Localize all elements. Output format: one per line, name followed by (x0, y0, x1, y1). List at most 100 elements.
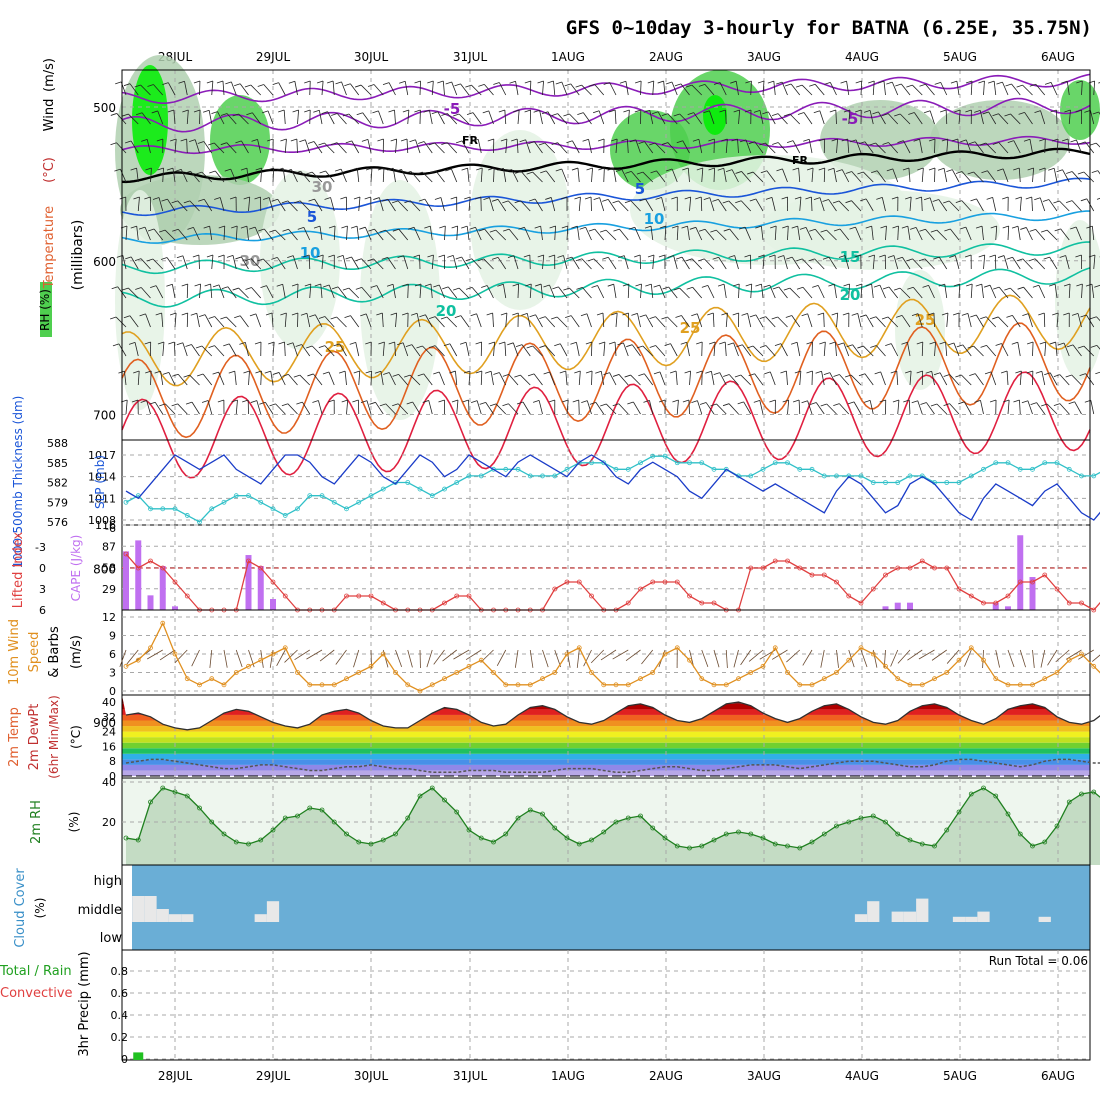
wind-barb-flag (767, 80, 774, 84)
wind-barb-flag (673, 287, 680, 291)
wind-speed-line-point (380, 651, 386, 657)
wind-barb-flag (757, 80, 765, 84)
wind-barb (673, 255, 678, 270)
thickness-line-point (221, 499, 227, 505)
wind-barb (819, 110, 825, 125)
wind-barb (208, 110, 213, 125)
wind-barb (504, 342, 507, 357)
wind-barb-flag (502, 374, 509, 377)
temp-tick-label: 32 (102, 711, 116, 724)
wind-speed-line-point (270, 651, 276, 657)
wind-barb-flag (865, 225, 872, 229)
wind-barb-flag (828, 283, 835, 287)
wind-barb (869, 110, 874, 125)
wind-barb (361, 287, 372, 299)
surface-wind-barb (1019, 649, 1026, 668)
wind-barb (328, 371, 335, 386)
thickness-tick-label: 576 (47, 516, 68, 529)
wind-barb (263, 84, 274, 96)
wind-barb-flag (585, 341, 593, 345)
wind-barb (1019, 371, 1022, 386)
thickness-line-point (785, 460, 790, 466)
wind-barb-flag (634, 109, 641, 113)
wind-barb (988, 111, 997, 125)
wind-barb (743, 401, 752, 415)
wind-barb-flag (1051, 138, 1059, 142)
wind-barb (659, 284, 666, 299)
wind-barb (578, 371, 581, 386)
wind-barb-flag (1029, 83, 1036, 87)
wind-barb (723, 284, 727, 299)
wind-barb (520, 200, 531, 212)
wind-barb-flag (809, 228, 816, 232)
wind-barb-flag (355, 84, 362, 88)
wind-barb (199, 284, 201, 299)
wind-barb (282, 168, 286, 183)
wind-barb (526, 313, 531, 328)
wind-barb-flag (858, 373, 866, 377)
thickness-line-point (197, 519, 202, 525)
date-label-top: 30JUL (354, 50, 389, 64)
lifted-index-line-point (785, 558, 790, 564)
wind-barb (701, 168, 704, 183)
wind-barb-flag (255, 167, 262, 171)
wind-speed-line-point (944, 670, 950, 675)
wind-barb-flag (459, 341, 467, 345)
wind-barb-flag (257, 258, 264, 262)
wind-barb-flag (147, 228, 155, 232)
cape-label: CAPE (J/kg) (69, 535, 83, 602)
wind-speed-line-point (172, 651, 178, 657)
wind-barb (998, 142, 1009, 154)
wind-barb (899, 113, 911, 125)
surface-wind-barb (426, 649, 433, 668)
wind-speed-line-point (356, 670, 362, 675)
wind-barb-flag (493, 372, 500, 375)
wind-barb-flag (723, 374, 730, 377)
wind-barb (336, 113, 347, 125)
wind-barb-flag (1004, 113, 1011, 117)
wind-barb-flag (768, 254, 776, 258)
wind-barb (566, 226, 569, 241)
wind-barb (351, 256, 360, 270)
wind-barb-flag (575, 258, 583, 262)
thickness-line-point (527, 473, 533, 479)
wind-barb-flag (447, 255, 454, 258)
wind-barb-flag (328, 225, 336, 229)
wind-barb-flag (873, 284, 881, 288)
wind-barb-flag (908, 112, 915, 115)
wind-barb-flag (528, 141, 535, 144)
thickness-line-point (184, 513, 190, 518)
wind-barb (477, 139, 482, 154)
thickness-line-point (613, 466, 619, 472)
wind-barb (659, 371, 666, 386)
wind-barb (745, 139, 752, 154)
wind-barb-flag (245, 258, 252, 262)
wind-barb (522, 401, 531, 415)
wind-barb-flag (1048, 283, 1056, 287)
wind-barb (921, 168, 924, 183)
wind-barb-flag (722, 200, 729, 204)
cape-bar (894, 602, 901, 610)
cloud-block (965, 916, 978, 922)
wind-barb-flag (676, 140, 683, 144)
wind-barb (691, 84, 703, 96)
wind-barb-flag (699, 402, 707, 405)
wind-barb (199, 109, 201, 125)
wind-barb (835, 109, 837, 125)
wind-barb (306, 313, 311, 328)
wind-barb-flag (183, 374, 190, 378)
wind-barb (792, 140, 801, 154)
wind-barb-flag (342, 287, 350, 291)
wind-barb-flag (574, 370, 581, 374)
surface-wind-barb (931, 649, 947, 661)
wind-barb-flag (376, 312, 383, 316)
wind-barb (691, 258, 703, 270)
surface-wind-barb (860, 649, 868, 668)
wind-barb (630, 200, 641, 212)
wind-barb-flag (305, 171, 313, 175)
wind-barb-flag (796, 286, 804, 290)
thickness-line-point (233, 493, 239, 499)
wind-barb-flag (776, 81, 783, 85)
wind-barb (136, 226, 139, 241)
rh2m-line-point (393, 831, 398, 837)
